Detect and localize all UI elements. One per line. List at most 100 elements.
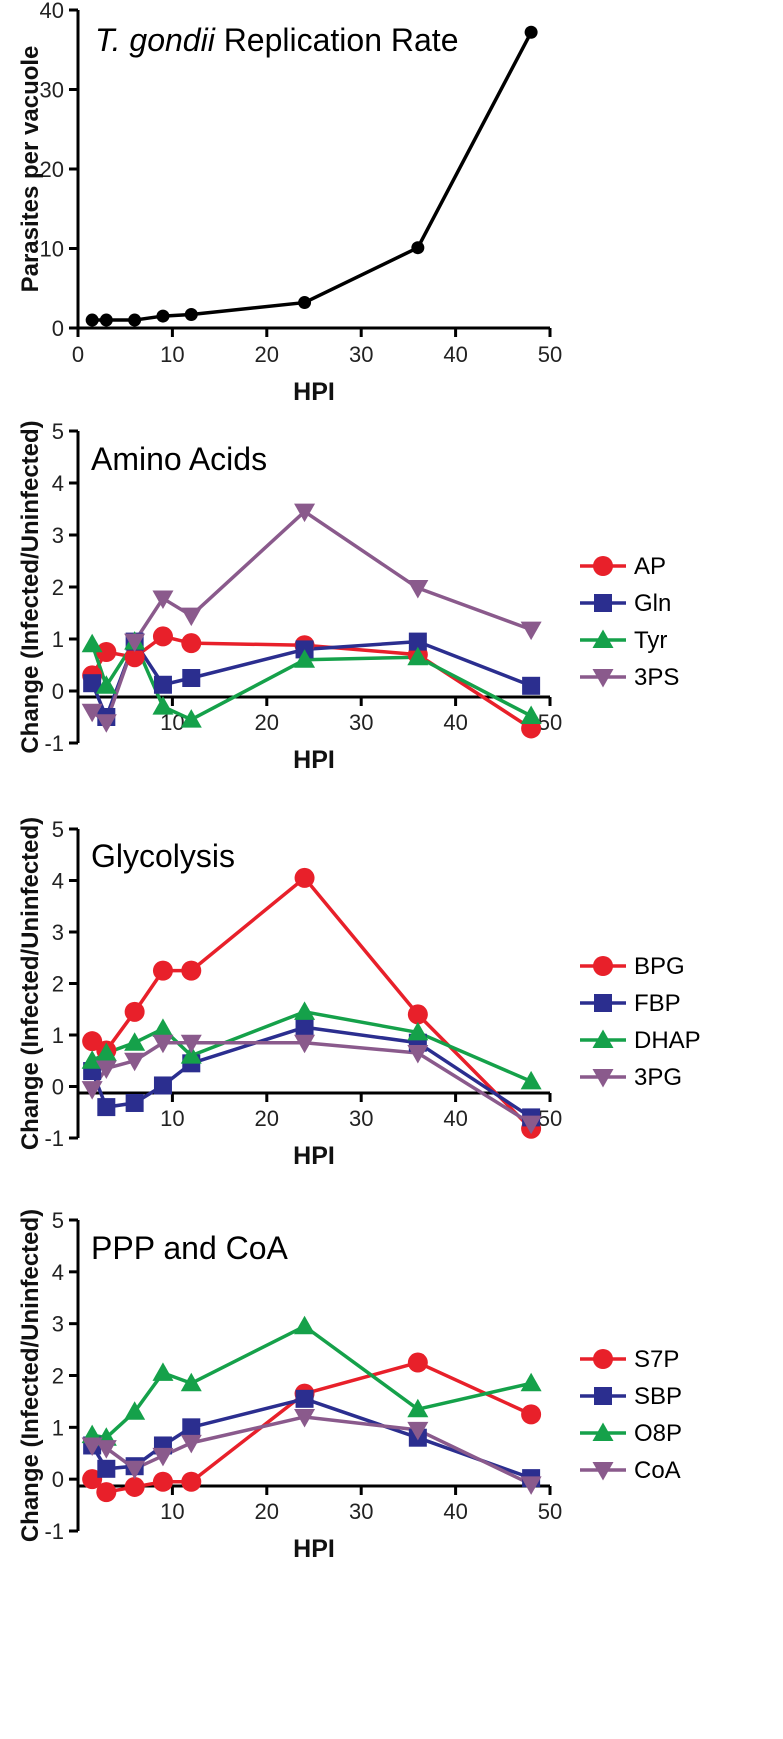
legend-marker [592, 669, 614, 688]
data-point-o8p [180, 1372, 202, 1392]
x-tick-label: 50 [538, 1499, 562, 1524]
data-point-o8p [152, 1362, 174, 1381]
x-tick-label: 10 [160, 1499, 184, 1524]
x-tick-label: 10 [160, 1106, 184, 1131]
data-point-tyr [520, 705, 542, 724]
x-tick-label: 20 [255, 1499, 279, 1524]
x-tick-label: 20 [255, 342, 279, 367]
legend-label: FBP [634, 990, 681, 1017]
y-tick-label: 5 [52, 817, 64, 842]
data-point-coa [294, 1408, 316, 1428]
x-tick-label: 30 [349, 342, 373, 367]
data-point-tyr [180, 709, 202, 728]
y-tick-label: 4 [52, 869, 64, 894]
data-point-dhap [520, 1070, 542, 1090]
x-tick-label: 30 [349, 1106, 373, 1131]
legend-item-ap: AP [580, 553, 666, 580]
data-point-bpg [407, 1004, 428, 1025]
data-point-parasites [524, 25, 538, 39]
data-point-3pg [294, 1034, 316, 1054]
data-point-3ps [520, 621, 542, 641]
data-point-3pg [124, 1052, 146, 1072]
data-point-tyr [294, 649, 316, 668]
x-tick-label: 50 [538, 342, 562, 367]
x-axis-title: HPI [293, 1535, 335, 1563]
data-point-3pg [520, 1115, 542, 1135]
data-point-gln [522, 676, 541, 695]
data-point-tyr [152, 696, 174, 715]
y-tick-label: 40 [40, 0, 64, 23]
data-point-dhap [407, 1021, 429, 1041]
y-tick-label: 1 [52, 1023, 64, 1048]
data-point-s7p [82, 1469, 103, 1490]
legend-label: DHAP [634, 1027, 701, 1054]
legend-marker [592, 1029, 614, 1048]
data-point-tyr [95, 675, 117, 694]
x-axis-title: HPI [293, 1142, 335, 1170]
chart-title: Glycolysis [91, 838, 235, 874]
legend-marker [594, 994, 612, 1012]
y-tick-label: 2 [52, 575, 64, 600]
y-axis-title: Change (Infected/Uninfected) [17, 420, 44, 753]
data-point-ap [96, 642, 117, 662]
data-point-3pg [180, 1034, 202, 1054]
data-point-parasites [184, 307, 198, 321]
data-point-sbp [182, 1418, 201, 1437]
y-tick-label: 3 [52, 523, 64, 548]
x-tick-label: 10 [160, 342, 184, 367]
legend-marker [592, 1462, 614, 1481]
y-tick-label: 0 [52, 316, 64, 341]
data-point-dhap [95, 1042, 117, 1062]
data-point-bpg [82, 1031, 103, 1052]
legend-marker [594, 594, 612, 612]
y-tick-label: 30 [40, 78, 64, 103]
series-line-parasites [92, 31, 533, 322]
x-tick-label: 30 [349, 710, 373, 735]
data-point-s7p [124, 1476, 145, 1497]
y-tick-label: 1 [52, 627, 64, 652]
legend-label: Gln [634, 590, 671, 617]
legend-item-3pg: 3PG [580, 1064, 682, 1091]
data-point-coa [152, 1447, 174, 1467]
legend-label: Tyr [634, 627, 667, 654]
data-point-coa [95, 1440, 117, 1459]
data-point-3ps [152, 590, 174, 609]
legend-marker [593, 556, 613, 576]
data-point-fbp [97, 1098, 116, 1117]
x-tick-label: 40 [443, 710, 467, 735]
x-tick-label: 40 [443, 342, 467, 367]
series-line-tyr [90, 639, 532, 722]
x-tick-label: 40 [443, 1499, 467, 1524]
data-point-dhap [294, 1001, 316, 1020]
chart-title: PPP and CoA [91, 1230, 289, 1266]
x-tick-label: 20 [255, 1106, 279, 1131]
data-point-o8p [294, 1315, 316, 1335]
data-point-3pg [407, 1045, 429, 1064]
data-point-s7p [96, 1482, 117, 1503]
y-tick-label: 2 [52, 972, 64, 997]
x-axis-title: HPI [293, 378, 335, 406]
legend-marker [594, 1387, 612, 1405]
y-tick-label: 10 [40, 237, 64, 262]
y-tick-label: 5 [52, 1208, 64, 1233]
data-point-bpg [124, 1001, 145, 1022]
legend-item-coa: CoA [580, 1457, 681, 1484]
legend-item-dhap: DHAP [580, 1027, 701, 1054]
data-point-parasites [85, 313, 99, 327]
data-point-parasites [128, 313, 142, 327]
chart-title-italic: T. gondii [95, 22, 216, 58]
legend-item-gln: Gln [580, 590, 671, 617]
legend-item-s7p: S7P [580, 1346, 679, 1373]
y-tick-label: 3 [52, 1312, 64, 1337]
data-point-gln [408, 632, 427, 651]
y-tick-label: 0 [52, 679, 64, 704]
legend-item-bpg: BPG [580, 953, 685, 980]
chart-panel-3: -1 0 1 2 3 4 5 10 20 30 40 50 HPI Change (Infected/Un… [17, 817, 701, 1170]
y-tick-label: 5 [52, 419, 64, 444]
y-tick-label: -1 [44, 1519, 64, 1544]
series-line-o8p [91, 1324, 532, 1440]
data-point-3ps [124, 633, 146, 653]
y-tick-label: -1 [44, 731, 64, 756]
data-point-ap [152, 626, 173, 647]
